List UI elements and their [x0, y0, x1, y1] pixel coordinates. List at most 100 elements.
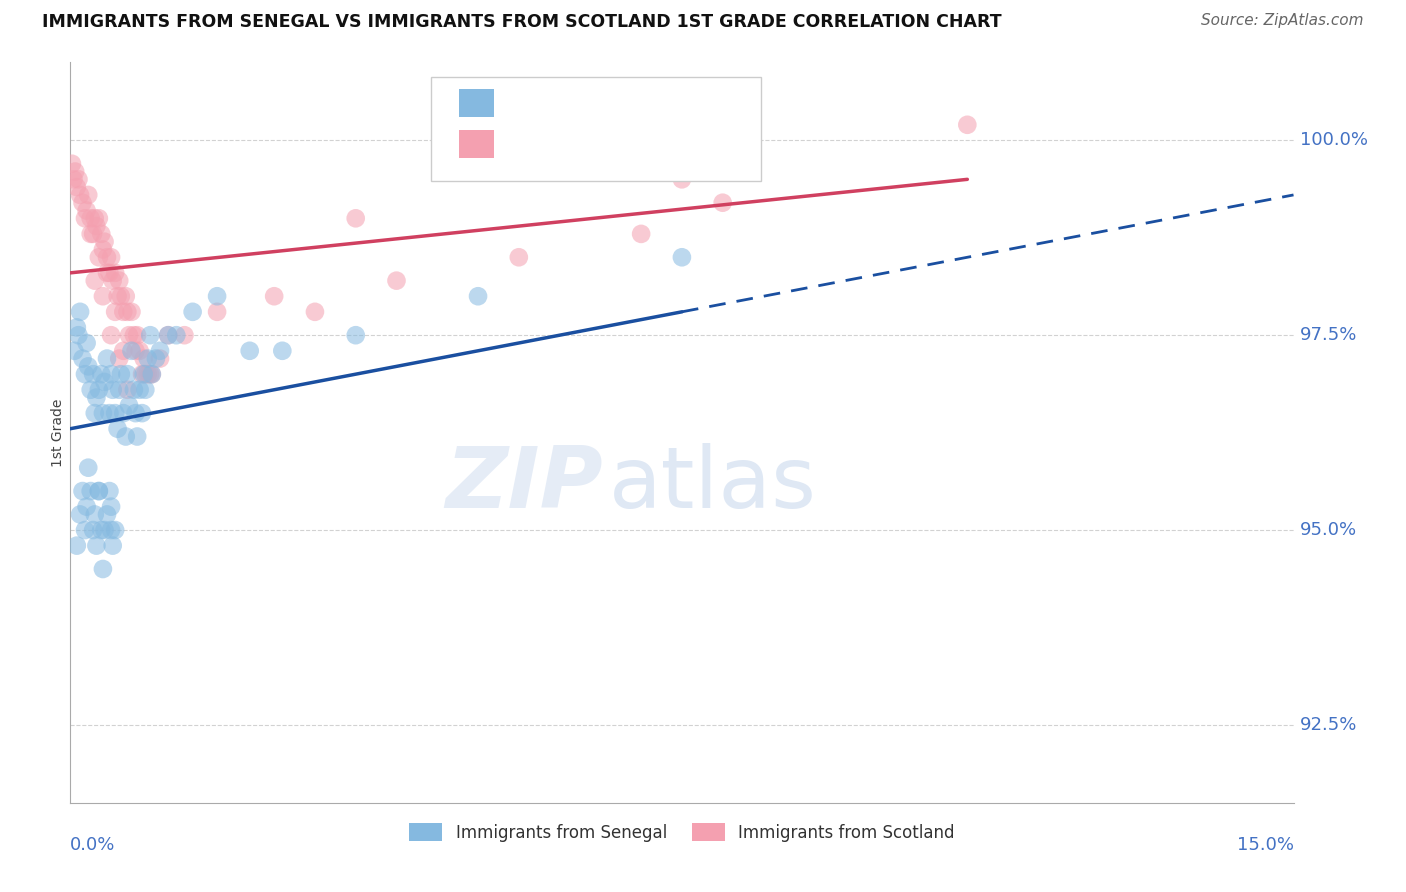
Point: [76, 500, 98, 514]
Point: [122, 383, 145, 397]
Point: [101, 274, 124, 288]
Point: [98, 406, 121, 420]
Point: [157, 328, 180, 343]
Point: [127, 328, 149, 343]
Point: [205, 305, 228, 319]
Point: [91, 289, 114, 303]
Point: [165, 328, 187, 343]
Point: [100, 367, 122, 381]
Point: [118, 398, 141, 412]
Point: [239, 343, 262, 358]
Point: [132, 351, 155, 366]
Point: [304, 305, 326, 319]
Point: [73, 211, 96, 226]
Point: [90, 367, 112, 381]
Point: [671, 172, 693, 186]
Text: Source: ZipAtlas.com: Source: ZipAtlas.com: [1201, 13, 1364, 29]
Point: [136, 367, 159, 381]
Point: [63, 164, 86, 178]
Point: [79, 211, 103, 226]
Point: [66, 320, 89, 334]
Point: [82, 523, 104, 537]
Point: [60, 157, 83, 171]
Point: [118, 328, 141, 343]
Point: [86, 391, 108, 405]
Text: R = 0.192   N = 52: R = 0.192 N = 52: [508, 94, 686, 112]
Point: [87, 383, 110, 397]
Point: [630, 227, 652, 241]
Point: [108, 383, 131, 397]
Point: [101, 383, 124, 397]
Point: [107, 289, 129, 303]
Text: 100.0%: 100.0%: [1299, 131, 1368, 149]
Point: [139, 328, 162, 343]
Point: [124, 406, 146, 420]
Point: [344, 211, 367, 226]
Point: [173, 328, 195, 343]
Point: [91, 243, 114, 257]
Point: [77, 188, 100, 202]
Point: [79, 227, 103, 241]
Point: [83, 406, 105, 420]
Point: [73, 367, 96, 381]
Point: [127, 429, 149, 443]
Point: [141, 367, 163, 381]
Point: [82, 227, 104, 241]
Point: [956, 118, 979, 132]
Point: [107, 422, 129, 436]
Point: [100, 328, 122, 343]
Point: [117, 367, 139, 381]
Point: [82, 367, 104, 381]
Point: [134, 383, 156, 397]
Point: [671, 250, 693, 264]
Point: [98, 266, 121, 280]
Point: [124, 343, 146, 358]
Point: [132, 367, 155, 381]
Point: [112, 343, 135, 358]
Point: [467, 289, 489, 303]
Text: 0.0%: 0.0%: [70, 836, 115, 855]
Point: [79, 383, 103, 397]
Point: [114, 429, 136, 443]
Point: [96, 351, 118, 366]
Point: [96, 266, 118, 280]
Point: [344, 328, 367, 343]
Point: [90, 523, 112, 537]
Point: [76, 203, 98, 218]
Point: [121, 343, 143, 358]
Point: [62, 172, 84, 186]
Point: [104, 266, 127, 280]
Point: [87, 211, 110, 226]
Point: [66, 539, 89, 553]
Point: [69, 508, 91, 522]
Point: [128, 343, 150, 358]
Point: [76, 336, 98, 351]
Point: [121, 305, 143, 319]
Point: [67, 328, 90, 343]
Point: [83, 211, 105, 226]
Point: [91, 562, 114, 576]
Point: [77, 359, 100, 374]
Text: R = 0.282   N = 64: R = 0.282 N = 64: [508, 135, 686, 153]
Point: [136, 351, 159, 366]
Point: [69, 305, 91, 319]
Point: [93, 235, 115, 249]
Point: [72, 484, 94, 499]
Point: [139, 367, 162, 381]
Point: [104, 406, 127, 420]
Point: [93, 375, 115, 389]
Point: [141, 367, 163, 381]
Point: [83, 274, 105, 288]
Bar: [460, 89, 494, 117]
Point: [149, 351, 172, 366]
Point: [128, 383, 150, 397]
Point: [87, 484, 110, 499]
Point: [87, 250, 110, 264]
Point: [67, 172, 90, 186]
Point: [134, 367, 156, 381]
Point: [79, 484, 103, 499]
Point: [508, 250, 530, 264]
Point: [110, 367, 132, 381]
Text: IMMIGRANTS FROM SENEGAL VS IMMIGRANTS FROM SCOTLAND 1ST GRADE CORRELATION CHART: IMMIGRANTS FROM SENEGAL VS IMMIGRANTS FR…: [42, 13, 1002, 31]
Point: [100, 523, 122, 537]
